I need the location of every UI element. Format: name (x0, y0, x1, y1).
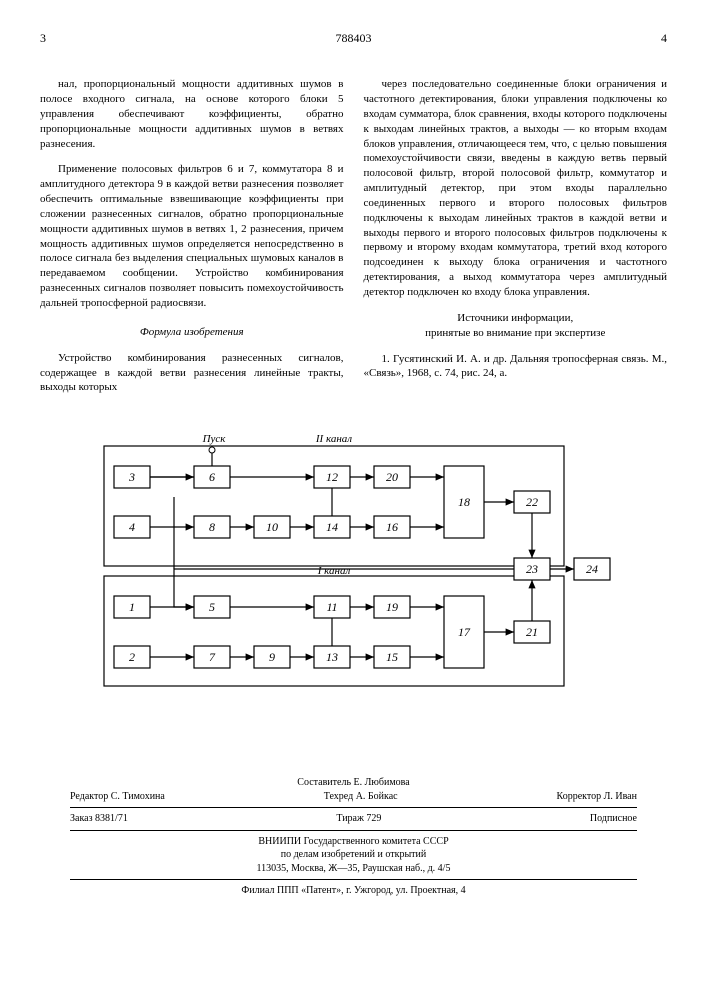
svg-text:24: 24 (586, 562, 598, 576)
col2-p1: через последовательно соединенные блоки … (364, 77, 668, 300)
column-right: через последовательно соединенные блоки … (364, 66, 668, 406)
pusk-label: Пуск (201, 433, 226, 445)
svg-text:15: 15 (386, 650, 398, 664)
footer-editor: Редактор С. Тимохина (70, 790, 165, 804)
footer-order: Заказ 8381/71 (70, 812, 128, 826)
svg-text:3: 3 (128, 470, 135, 484)
svg-text:14: 14 (326, 520, 338, 534)
svg-text:13: 13 (326, 650, 338, 664)
page-num-right: 4 (479, 30, 667, 46)
channel1-label: I канал (316, 565, 350, 577)
footer-copies: Тираж 729 (336, 812, 381, 826)
svg-text:23: 23 (526, 562, 538, 576)
svg-text:22: 22 (526, 495, 538, 509)
page-num-left: 3 (40, 30, 228, 46)
svg-text:4: 4 (129, 520, 135, 534)
column-left: нал, пропорциональный мощности аддитивны… (40, 66, 344, 406)
svg-text:16: 16 (386, 520, 398, 534)
sources-title-2: принятые во внимание при экспертизе (425, 327, 605, 339)
footer: Составитель Е. Любимова Редактор С. Тимо… (40, 776, 667, 898)
svg-text:11: 11 (326, 600, 337, 614)
footer-addr2: Филиал ППП «Патент», г. Ужгород, ул. Про… (40, 884, 667, 898)
footer-signed: Подписное (590, 812, 637, 826)
svg-text:5: 5 (209, 600, 215, 614)
text-columns: нал, пропорциональный мощности аддитивны… (40, 66, 667, 406)
svg-text:2: 2 (129, 650, 135, 664)
sources-title-1: Источники информации, (457, 312, 573, 324)
svg-text:19: 19 (386, 600, 398, 614)
svg-text:12: 12 (326, 470, 338, 484)
footer-techred: Техред А. Бойкас (324, 790, 398, 804)
col1-p3: Устройство комбинирования разнесенных си… (40, 351, 344, 396)
svg-text:21: 21 (526, 625, 538, 639)
col2-p2: 1. Гусятинский И. А. и др. Дальняя тропо… (364, 352, 668, 382)
svg-text:6: 6 (209, 470, 215, 484)
page-header: 3 788403 4 (40, 30, 667, 46)
sources-title: Источники информации, принятые во вниман… (364, 311, 668, 341)
svg-text:20: 20 (386, 470, 398, 484)
formula-title: Формула изобретения (40, 325, 344, 340)
svg-text:8: 8 (209, 520, 215, 534)
svg-text:7: 7 (209, 650, 216, 664)
block-diagram: 346810121420161822125791113191517212324 … (40, 426, 667, 696)
svg-text:18: 18 (458, 495, 470, 509)
channel2-label: II канал (314, 433, 351, 445)
footer-org2: по делам изобретений и открытий (40, 848, 667, 862)
svg-text:1: 1 (129, 600, 135, 614)
svg-text:10: 10 (266, 520, 278, 534)
footer-org1: ВНИИПИ Государственного комитета СССР (40, 835, 667, 849)
footer-addr1: 113035, Москва, Ж—35, Раушская наб., д. … (40, 862, 667, 876)
footer-compiler: Составитель Е. Любимова (40, 776, 667, 790)
col1-p2: Применение полосовых фильтров 6 и 7, ком… (40, 162, 344, 310)
col1-p1: нал, пропорциональный мощности аддитивны… (40, 77, 344, 151)
svg-text:17: 17 (458, 625, 471, 639)
patent-number: 788403 (228, 30, 479, 46)
svg-text:9: 9 (269, 650, 275, 664)
footer-corrector: Корректор Л. Иван (557, 790, 637, 804)
